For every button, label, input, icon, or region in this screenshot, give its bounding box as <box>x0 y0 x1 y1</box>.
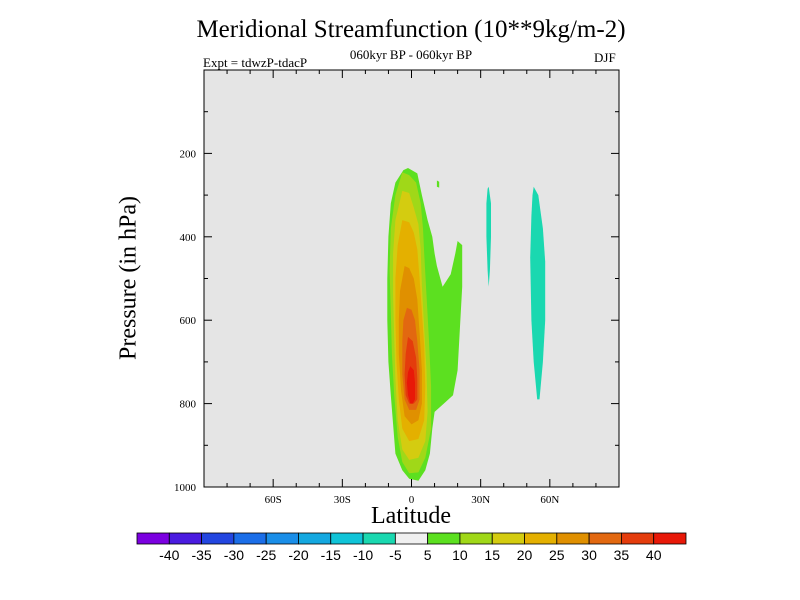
y-tick-label: 600 <box>180 315 197 327</box>
colorbar-box <box>265 532 299 545</box>
colorbar-box <box>298 532 332 545</box>
y-tick-label: 400 <box>180 232 197 244</box>
colorbar-box <box>362 532 396 545</box>
colorbar-label: 15 <box>484 547 500 563</box>
colorbar-box <box>136 532 170 545</box>
chart-title: Meridional Streamfunction (10**9kg/m-2) <box>196 16 626 43</box>
colorbar-box <box>524 532 558 545</box>
colorbar-label: 10 <box>452 547 468 563</box>
colorbar-label: -20 <box>288 547 308 563</box>
x-tick-label: 30N <box>471 494 490 506</box>
colorbar-label: 20 <box>517 547 533 563</box>
colorbar-box <box>653 532 687 545</box>
colorbar-label: -15 <box>321 547 341 563</box>
colorbar-label: 25 <box>549 547 565 563</box>
x-axis-label: Latitude <box>371 503 451 529</box>
colorbar-label: -25 <box>256 547 276 563</box>
contour-fill-5 <box>436 180 440 188</box>
colorbar-label: 40 <box>646 547 662 563</box>
colorbar-box <box>427 532 461 545</box>
colorbar-label: 5 <box>424 547 432 563</box>
colorbar-box <box>621 532 655 545</box>
colorbar-label: -30 <box>224 547 244 563</box>
season-label: DJF <box>594 50 616 65</box>
contour-fill-neg5 <box>486 186 491 287</box>
colorbar-box <box>556 532 590 545</box>
colorbar-label: 35 <box>614 547 630 563</box>
contour-fill-neg5 <box>530 186 546 400</box>
colorbar-box <box>201 532 235 545</box>
x-tick-label: 30S <box>334 494 351 506</box>
contour-fill-40 <box>406 366 415 404</box>
colorbar-box <box>233 532 267 545</box>
chart-subtitle: 060kyr BP - 060kyr BP <box>349 47 473 62</box>
colorbar-box <box>394 532 429 545</box>
colorbar-box <box>459 532 493 545</box>
y-tick-label: 200 <box>180 148 197 160</box>
colorbar-label: -10 <box>353 547 373 563</box>
colorbar-label: 30 <box>581 547 597 563</box>
colorbar-label: -5 <box>389 547 402 563</box>
colorbar-box <box>330 532 364 545</box>
experiment-label: Expt = tdwzP-tdacP <box>203 55 308 70</box>
colorbar-box <box>491 532 525 545</box>
colorbar-box <box>168 532 202 545</box>
colorbar-label: -35 <box>191 547 211 563</box>
y-tick-label: 800 <box>180 399 197 411</box>
colorbar-box <box>588 532 622 545</box>
colorbar-label: -40 <box>159 547 179 563</box>
x-tick-label: 0 <box>409 494 415 506</box>
x-tick-label: 60S <box>265 494 282 506</box>
y-tick-label: 1000 <box>174 482 197 494</box>
x-tick-label: 60N <box>540 494 559 506</box>
